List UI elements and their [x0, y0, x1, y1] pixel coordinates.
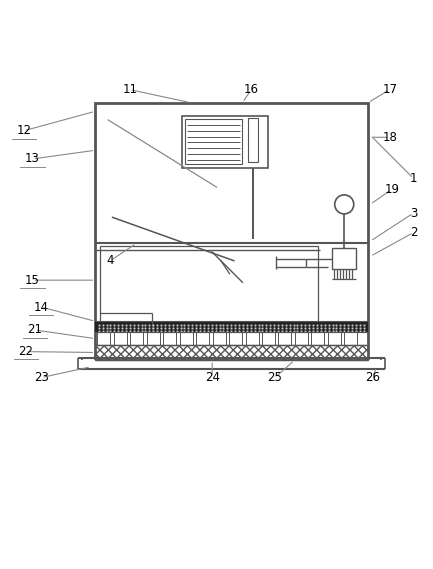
Text: 1: 1 — [410, 172, 417, 185]
Text: 3: 3 — [410, 207, 417, 220]
Text: 17: 17 — [382, 83, 397, 96]
Bar — [163, 332, 176, 345]
Bar — [185, 119, 242, 164]
Bar — [130, 332, 143, 345]
Text: 22: 22 — [19, 345, 33, 358]
Bar — [213, 332, 226, 345]
Bar — [100, 246, 318, 330]
Text: 15: 15 — [25, 274, 40, 287]
Bar — [196, 332, 209, 345]
Bar — [311, 332, 324, 345]
Text: 16: 16 — [244, 83, 259, 96]
Bar — [295, 332, 308, 345]
Text: 2: 2 — [410, 226, 417, 239]
Bar — [248, 118, 258, 162]
Bar — [229, 332, 242, 345]
Text: 25: 25 — [268, 371, 282, 384]
Text: 19: 19 — [385, 183, 399, 196]
Bar — [332, 248, 356, 269]
Text: 14: 14 — [34, 300, 48, 314]
Bar — [114, 332, 127, 345]
Bar — [328, 332, 341, 345]
Text: 23: 23 — [34, 371, 48, 384]
Text: 4: 4 — [107, 254, 114, 267]
Text: 13: 13 — [25, 152, 40, 166]
Text: 18: 18 — [382, 131, 397, 144]
Bar — [180, 332, 193, 345]
Bar — [262, 332, 275, 345]
Bar — [95, 102, 368, 358]
Bar — [344, 332, 357, 345]
Bar — [182, 116, 268, 168]
Bar — [97, 332, 110, 345]
Bar — [95, 345, 368, 360]
Bar — [246, 332, 259, 345]
Bar — [95, 321, 368, 332]
Text: 21: 21 — [27, 323, 42, 336]
Bar — [278, 332, 291, 345]
Text: 12: 12 — [16, 124, 31, 137]
Text: 11: 11 — [123, 83, 137, 96]
Text: 26: 26 — [365, 371, 380, 384]
Text: 24: 24 — [205, 371, 220, 384]
Bar — [147, 332, 160, 345]
